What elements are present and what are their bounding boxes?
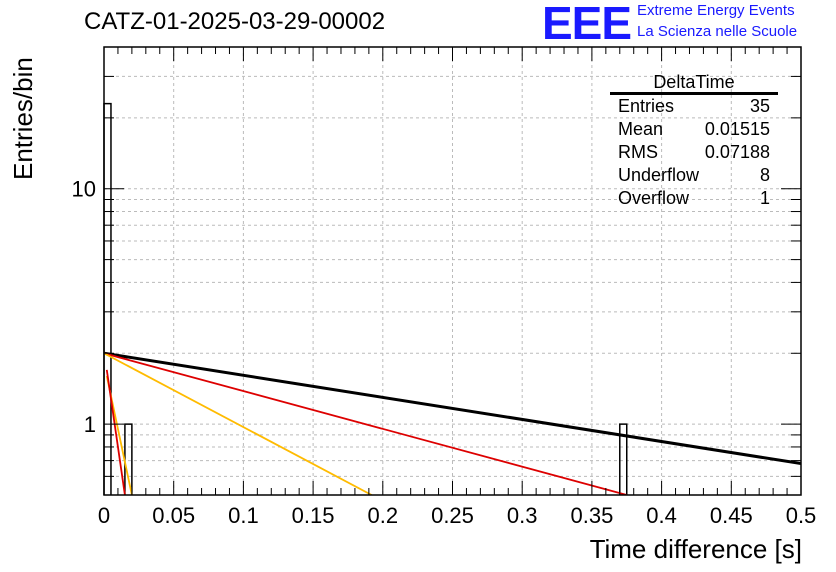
y-tick-label: 1 xyxy=(84,412,96,437)
x-tick-label: 0.25 xyxy=(431,503,474,528)
logo-tagline-2: La Scienza nelle Scuole xyxy=(637,23,798,40)
stats-label: Underflow xyxy=(618,165,700,185)
x-tick-label: 0.1 xyxy=(228,503,259,528)
y-tick-label: 10 xyxy=(72,177,96,202)
x-tick-label: 0.5 xyxy=(786,503,817,528)
stats-label: RMS xyxy=(618,142,658,162)
stats-value: 0.01515 xyxy=(704,119,770,139)
fit-curve xyxy=(105,369,126,495)
x-tick-label: 0.15 xyxy=(292,503,335,528)
stats-value: 0.07188 xyxy=(704,142,770,162)
x-tick-label: 0.2 xyxy=(368,503,399,528)
stats-row-underflow: Underflow 8 xyxy=(610,164,778,187)
x-tick-label: 0.35 xyxy=(570,503,613,528)
stats-row-entries: Entries 35 xyxy=(610,95,778,118)
x-tick-label: 0.4 xyxy=(646,503,677,528)
x-tick-label: 0.05 xyxy=(152,503,195,528)
stats-label: Mean xyxy=(618,119,664,139)
fit-curve xyxy=(104,351,801,466)
fit-curve xyxy=(104,352,627,495)
stats-row-overflow: Overflow 1 xyxy=(610,187,778,210)
fit-curves xyxy=(104,351,801,495)
y-axis-label: Entries/bin xyxy=(8,57,38,180)
x-tick-label: 0 xyxy=(98,503,110,528)
eee-logo: EEE xyxy=(542,0,632,49)
x-tick-label: 0.3 xyxy=(507,503,538,528)
stats-box: DeltaTime Entries 35 Mean 0.01515 RMS 0.… xyxy=(610,72,778,210)
grid xyxy=(104,47,801,495)
logo-tagline-1: Extreme Energy Events xyxy=(637,2,795,19)
stats-value: 8 xyxy=(759,165,770,185)
tick-labels: 0 0.05 0.1 0.15 0.2 0.25 0.3 0.35 0.4 0.45 0.5 1 10 xyxy=(72,177,817,528)
chart-title: CATZ-01-2025-03-29-00002 xyxy=(84,8,386,35)
stats-value: 35 xyxy=(749,96,770,116)
stats-label: Overflow xyxy=(618,188,690,208)
histogram-bin xyxy=(103,102,112,495)
histogram-bins xyxy=(103,102,628,495)
histogram-bin xyxy=(619,423,628,495)
stats-row-mean: Mean 0.01515 xyxy=(610,118,778,141)
stats-title: DeltaTime xyxy=(610,72,778,95)
stats-label: Entries xyxy=(618,96,675,116)
x-tick-label: 0.45 xyxy=(710,503,753,528)
axis-ticks xyxy=(103,47,802,495)
stats-value: 1 xyxy=(759,188,770,208)
stats-row-rms: RMS 0.07188 xyxy=(610,141,778,164)
fit-curve xyxy=(104,352,373,495)
x-axis-label: Time difference [s] xyxy=(589,534,802,564)
